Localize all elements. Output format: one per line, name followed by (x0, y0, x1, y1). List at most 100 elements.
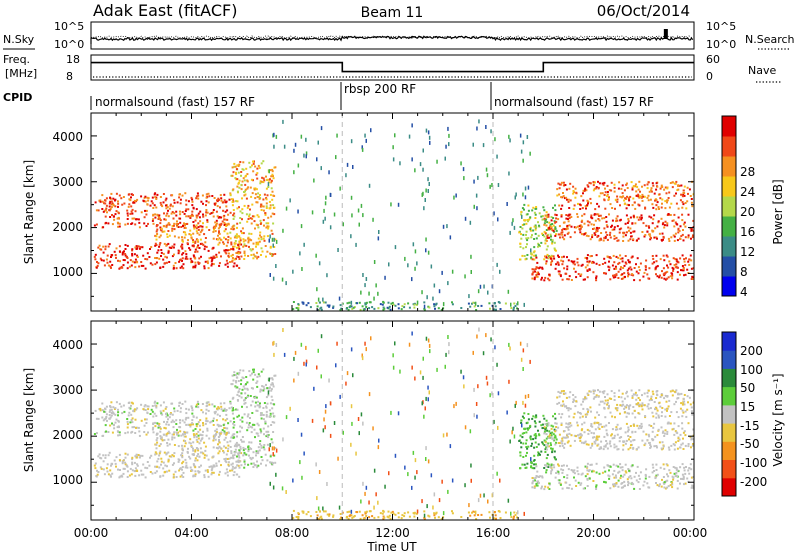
xtick-12: 12:00 (375, 526, 410, 540)
power-band-6 (531, 254, 694, 282)
power-band-3 (154, 222, 230, 247)
power-cbar-tick-16: 16 (740, 225, 755, 239)
power-colorbar-swatch-3 (722, 216, 736, 237)
power-cbar-tick-8: 8 (740, 265, 748, 279)
velocity-colorbar-swatch-7 (722, 350, 736, 369)
power-colorbar-swatch-5 (722, 176, 736, 197)
velocity-panel-frame (90, 320, 695, 521)
power-band-9 (292, 300, 519, 311)
velocity-band-7 (543, 421, 694, 451)
velocity-scatter (93, 321, 694, 520)
velocity-ytick-4000: 4000 (52, 338, 83, 352)
power-colorbar-swatch-8 (722, 116, 736, 137)
velocity-ylabel: Slant Range [km] (22, 368, 36, 472)
velocity-colorbar-swatch-3 (722, 423, 736, 442)
velocity-ytick-3000: 3000 (52, 383, 83, 397)
power-cbar-tick-20: 20 (740, 205, 755, 219)
velocity-band-1 (93, 451, 243, 479)
xtick-04: 04:00 (174, 526, 209, 540)
freq-right-tick-bottom: 0 (706, 70, 713, 83)
velocity-colorbar-swatch-2 (722, 441, 736, 460)
plot-title: Adak East (fitACF) (93, 1, 237, 20)
velocity-band-8 (556, 389, 694, 419)
velocity-band-9 (292, 509, 519, 520)
vel-cbar-tick-minus50: -50 (740, 437, 760, 451)
velocity-band-2 (93, 400, 231, 438)
power-colorbar-swatch-2 (722, 236, 736, 257)
velocity-band-6 (531, 462, 694, 491)
x-axis-label: Time UT (366, 540, 417, 554)
velocity-sparse-points (267, 327, 532, 518)
power-sparse-points (267, 119, 532, 309)
noise-traces (90, 29, 694, 44)
power-ytick-4000: 4000 (52, 130, 83, 144)
freq-left-tick-bottom: 8 (66, 70, 73, 83)
velocity-colorbar-swatch-0 (722, 477, 736, 497)
noise-sky-label: N.Sky (3, 33, 35, 46)
date-label: 06/Oct/2014 (597, 2, 690, 20)
vel-cbar-tick-200: 200 (740, 344, 763, 358)
xtick-08: 08:00 (275, 526, 310, 540)
velocity-band-3 (154, 430, 230, 456)
freq-panel-frame (90, 54, 695, 81)
cpid-label: CPID (3, 91, 32, 104)
vel-cbar-tick-minus200: -200 (740, 475, 767, 489)
power-band-4 (229, 160, 277, 261)
xtick-16: 16:00 (476, 526, 511, 540)
velocity-ytick-1000: 1000 (52, 473, 83, 487)
noise-spike (663, 29, 668, 39)
beam-label: Beam 11 (361, 5, 424, 21)
power-colorbar-frame (721, 115, 737, 297)
power-cbar-tick-24: 24 (740, 185, 755, 199)
power-colorbar-swatch-6 (722, 156, 736, 177)
frequency-trace (91, 61, 694, 73)
power-band-8 (556, 180, 694, 211)
power-cbar-tick-28: 28 (740, 165, 755, 179)
noise-right-tick-bottom: 10^0 (706, 38, 736, 51)
power-axes (90, 112, 695, 311)
velocity-colorbar-swatch-4 (722, 404, 736, 424)
cpid-segment-2: rbsp 200 RF (344, 82, 416, 96)
velocity-colorbar-swatch-1 (722, 459, 736, 479)
velocity-band-4 (229, 368, 277, 470)
freq-left-tick-top: 18 (66, 53, 80, 66)
power-ytick-1000: 1000 (52, 265, 83, 279)
power-colorbar-label: Power [dB] (771, 179, 785, 244)
power-band-1 (93, 242, 243, 270)
noise-search-label: N.Search (745, 33, 795, 46)
power-cbar-tick-12: 12 (740, 245, 755, 259)
noise-panel-frame (90, 21, 695, 50)
noise-left-tick-top: 10^5 (54, 20, 84, 33)
xtick-20: 20:00 (576, 526, 611, 540)
power-ytick-2000: 2000 (52, 220, 83, 234)
power-band-5 (518, 203, 558, 261)
nave-label: Nave (748, 64, 776, 77)
power-colorbar-swatch-0 (722, 276, 736, 297)
velocity-colorbar-label: Velocity [m s⁻¹] (771, 373, 785, 466)
velocity-band-5 (518, 412, 558, 470)
power-cbar-tick-4: 4 (740, 285, 748, 299)
vel-cbar-tick-100: 100 (740, 363, 763, 377)
vel-cbar-tick-minus15: -15 (740, 419, 760, 433)
freq-right-tick-top: 60 (706, 53, 720, 66)
velocity-ytick-2000: 2000 (52, 428, 83, 442)
cpid-segment-3: normalsound (fast) 157 RF (494, 95, 654, 109)
power-panel-frame (90, 112, 695, 312)
freq-label: Freq. (3, 53, 30, 66)
power-colorbar-swatch-4 (722, 196, 736, 217)
xtick-00: 00:00 (74, 526, 109, 540)
velocity-colorbar-frame (721, 331, 737, 497)
noise-left-tick-bottom: 10^0 (54, 38, 84, 51)
vel-cbar-tick-15: 15 (740, 400, 755, 414)
velocity-colorbar-swatch-6 (722, 368, 736, 388)
noise-search-trace (90, 35, 693, 39)
power-ylabel: Slant Range [km] (22, 160, 36, 264)
power-colorbar (721, 115, 737, 297)
power-band-2 (93, 192, 231, 229)
velocity-colorbar-swatch-5 (722, 386, 736, 406)
xtick-24: 00:00 (673, 526, 708, 540)
power-ytick-3000: 3000 (52, 175, 83, 189)
power-colorbar-swatch-1 (722, 256, 736, 277)
noise-sky-trace (90, 35, 694, 44)
